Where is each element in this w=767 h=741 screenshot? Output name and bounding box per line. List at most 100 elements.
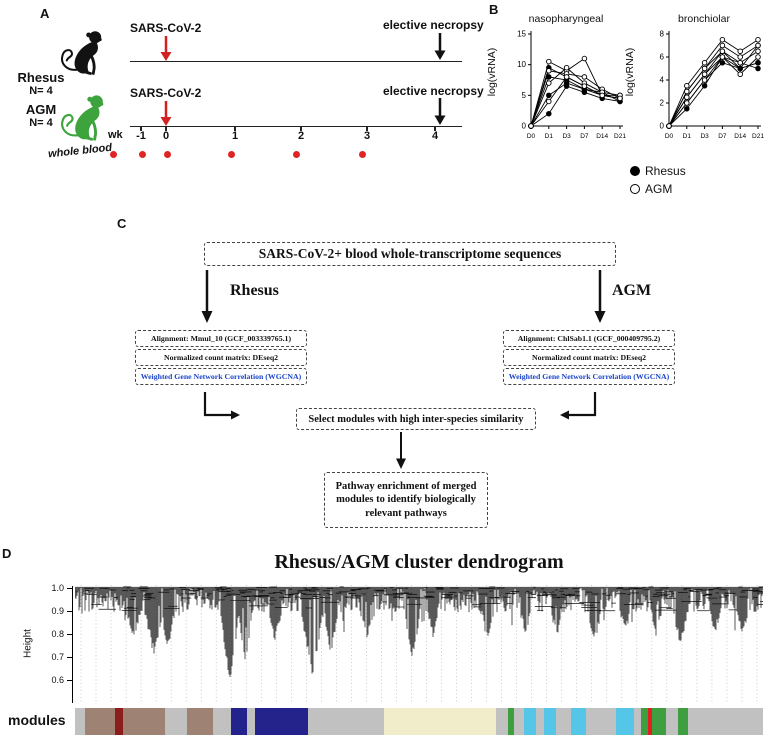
week-tick--1: -1 <box>136 130 146 142</box>
module-color-segment <box>641 708 649 735</box>
module-color-segment <box>247 708 256 735</box>
bronchiolar-chart: 0 2 4 6 8 D0 D1 D3 D7 D14 D21 <box>660 30 765 141</box>
svg-text:2: 2 <box>660 99 665 108</box>
module-color-segment <box>231 708 248 735</box>
week-tick-0: 0 <box>162 130 170 142</box>
svg-text:0: 0 <box>522 122 527 131</box>
module-color-segment <box>665 708 678 735</box>
nasopharyngeal-ylabel: log(vRNA) <box>486 47 498 97</box>
rhesus-branch-label: Rhesus <box>230 282 279 299</box>
y-tickmark <box>67 611 72 612</box>
y-tick-0.7: 0.7 <box>51 652 64 662</box>
dendrogram-plot <box>75 585 763 703</box>
sars-label-agm: SARS-CoV-2 <box>130 86 202 100</box>
module-color-segment <box>255 708 308 735</box>
svg-text:4: 4 <box>660 76 665 85</box>
y-tick-0.8: 0.8 <box>51 629 64 639</box>
y-tick-0.6: 0.6 <box>51 675 64 685</box>
week-tickmark <box>165 126 167 131</box>
week-axis-label: wk <box>108 129 123 141</box>
blood-sample-dot <box>228 151 235 158</box>
rhesus-filled-marker-icon <box>630 166 640 176</box>
top-box: SARS-CoV-2+ blood whole-transcriptome se… <box>204 242 616 266</box>
svg-text:D21: D21 <box>752 133 764 140</box>
necropsy-arrow-rhesus <box>434 33 446 60</box>
dendrogram-y-axis <box>72 586 73 703</box>
agm-alignment-box: Alignment: ChlSab1.1 (GCF_000409795.2) <box>503 330 675 347</box>
module-color-segment <box>652 708 666 735</box>
blood-sample-dot <box>110 151 117 158</box>
modules-color-bar <box>75 708 763 735</box>
module-color-segment <box>514 708 525 735</box>
module-color-segment <box>165 708 188 735</box>
necropsy-label-agm: elective necropsy <box>383 84 484 98</box>
rhesus-wgcna-box: Weighted Gene Network Correlation (WGCNA… <box>135 368 307 385</box>
panel-d-label: D <box>2 546 12 561</box>
elbow-arrow-left <box>203 392 240 420</box>
modules-label: modules <box>8 712 66 728</box>
dendrogram-title: Rhesus/AGM cluster dendrogram <box>274 551 564 573</box>
module-color-segment <box>648 708 653 735</box>
panel-b-label: B <box>489 2 499 17</box>
rhesus-n: N= 4 <box>29 85 53 97</box>
module-color-segment <box>524 708 537 735</box>
flow-arrow-rhesus <box>201 270 213 323</box>
svg-text:6: 6 <box>660 53 665 62</box>
svg-text:D21: D21 <box>614 133 626 140</box>
flow-arrow-pathway <box>396 432 406 469</box>
module-color-segment <box>508 708 515 735</box>
y-tick-1.0: 1.0 <box>51 583 64 593</box>
week-tickmark <box>434 126 436 131</box>
svg-text:D0: D0 <box>665 133 674 140</box>
legend-rhesus: Rhesus <box>630 164 686 178</box>
svg-text:D3: D3 <box>700 133 709 140</box>
agm-monkey-icon <box>61 95 104 141</box>
blood-sample-dot <box>164 151 171 158</box>
module-color-segment <box>383 708 497 735</box>
bronchiolar-chart-title: bronchiolar <box>678 13 730 25</box>
blood-sample-dot <box>139 151 146 158</box>
agm-wgcna-box: Weighted Gene Network Correlation (WGCNA… <box>503 368 675 385</box>
module-color-segment <box>123 708 166 735</box>
necropsy-label-rhesus: elective necropsy <box>383 18 484 32</box>
legend-agm: AGM <box>630 182 686 196</box>
panel-c-label: C <box>117 216 127 231</box>
module-color-segment <box>634 708 642 735</box>
svg-text:D1: D1 <box>545 133 554 140</box>
week-tick-3: 3 <box>363 130 371 142</box>
module-color-segment <box>85 708 116 735</box>
sars-inoculation-arrow-agm <box>160 101 172 126</box>
agm-open-marker-icon <box>630 184 640 194</box>
agm-group-label: AGM N= 4 <box>10 102 72 129</box>
y-tickmark <box>67 634 72 635</box>
agm-n: N= 4 <box>29 117 53 129</box>
y-tickmark <box>67 680 72 681</box>
svg-text:D1: D1 <box>683 133 692 140</box>
week-tickmark <box>300 126 302 131</box>
svg-text:D0: D0 <box>527 133 536 140</box>
legend-agm-label: AGM <box>645 182 673 196</box>
module-color-segment <box>115 708 124 735</box>
species-legend: Rhesus AGM <box>630 164 686 200</box>
module-color-segment <box>187 708 214 735</box>
module-color-segment <box>586 708 617 735</box>
merge-box: Select modules with high inter-species s… <box>296 408 536 430</box>
svg-text:10: 10 <box>517 60 526 69</box>
agm-deseq-box: Normalized count matrix: DEseq2 <box>503 349 675 366</box>
sars-inoculation-arrow-rhesus <box>160 36 172 61</box>
week-tickmark <box>366 126 368 131</box>
blood-sample-dot <box>359 151 366 158</box>
module-color-segment <box>307 708 384 735</box>
module-color-segment <box>496 708 509 735</box>
nasopharyngeal-chart-title: nasopharyngeal <box>528 13 604 25</box>
elbow-arrow-right <box>560 392 597 420</box>
y-tick-0.9: 0.9 <box>51 606 64 616</box>
module-color-segment <box>556 708 572 735</box>
rhesus-alignment-box: Alignment: Mmul_10 (GCF_003339765.1) <box>135 330 307 347</box>
week-tick-2: 2 <box>297 130 305 142</box>
svg-text:8: 8 <box>660 30 665 39</box>
svg-text:15: 15 <box>517 30 526 39</box>
sars-label-rhesus: SARS-CoV-2 <box>130 21 202 35</box>
svg-text:D14: D14 <box>596 133 608 140</box>
